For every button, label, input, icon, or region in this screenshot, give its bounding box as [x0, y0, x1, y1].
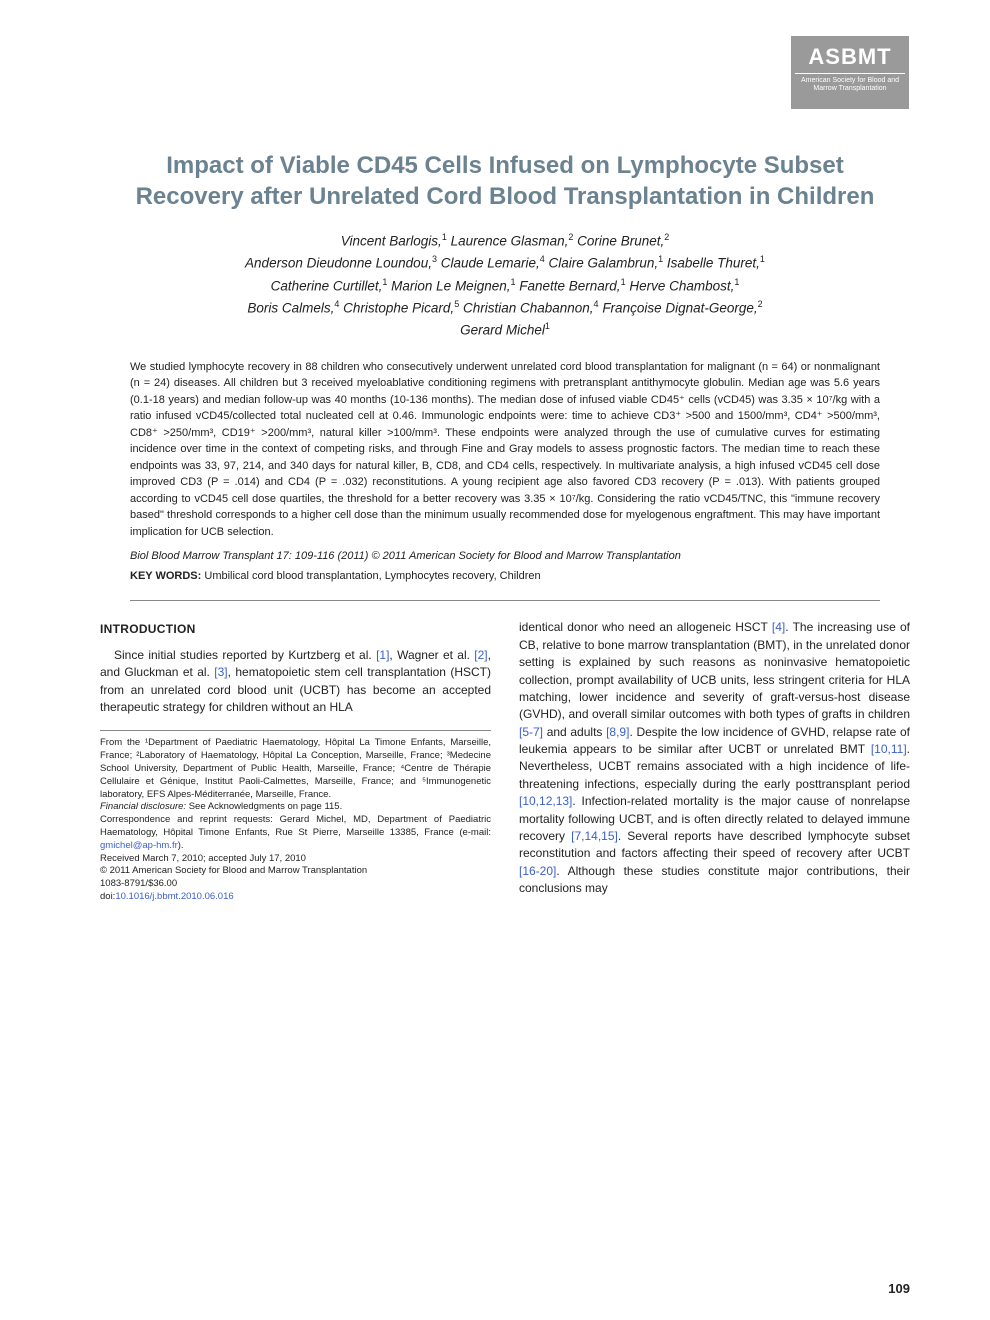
left-column: INTRODUCTION Since initial studies repor…: [100, 619, 491, 904]
disclosure-text: See Acknowledgments on page 115.: [186, 801, 342, 812]
keywords-label: KEY WORDS:: [130, 570, 201, 582]
footnotes-block: From the ¹Department of Paediatric Haema…: [100, 730, 491, 904]
correspondence: Correspondence and reprint requests: Ger…: [100, 814, 491, 852]
citation-line: Biol Blood Marrow Transplant 17: 109-116…: [130, 550, 880, 562]
corr-email-link[interactable]: gmichel@ap-hm.fr: [100, 840, 178, 851]
logo-sub-text: American Society for Blood and Marrow Tr…: [795, 77, 905, 94]
logo-main-text: ASBMT: [795, 44, 905, 74]
keywords-text: Umbilical cord blood transplantation, Ly…: [204, 570, 540, 582]
article-title: Impact of Viable CD45 Cells Infused on L…: [100, 150, 910, 212]
financial-disclosure: Financial disclosure: See Acknowledgment…: [100, 801, 491, 814]
copyright-line: © 2011 American Society for Blood and Ma…: [100, 865, 491, 878]
divider-rule: [130, 600, 880, 601]
doi-link[interactable]: 10.1016/j.bbmt.2010.06.016: [115, 891, 233, 902]
disclosure-label: Financial disclosure:: [100, 801, 186, 812]
received-dates: Received March 7, 2010; accepted July 17…: [100, 853, 491, 866]
corr-text: Correspondence and reprint requests: Ger…: [100, 814, 491, 838]
intro-paragraph-left: Since initial studies reported by Kurtzb…: [100, 647, 491, 717]
abstract-text: We studied lymphocyte recovery in 88 chi…: [130, 359, 880, 541]
keywords-line: KEY WORDS: Umbilical cord blood transpla…: [130, 570, 880, 582]
intro-paragraph-right: identical donor who need an allogeneic H…: [519, 619, 910, 897]
doi-label: doi:: [100, 891, 115, 902]
right-column: identical donor who need an allogeneic H…: [519, 619, 910, 904]
corr-after: ).: [178, 840, 184, 851]
doi-line: doi:10.1016/j.bbmt.2010.06.016: [100, 891, 491, 904]
asbmt-logo: ASBMT American Society for Blood and Mar…: [790, 35, 910, 110]
author-list: Vincent Barlogis,1 Laurence Glasman,2 Co…: [100, 230, 910, 340]
affiliations: From the ¹Department of Paediatric Haema…: [100, 737, 491, 801]
section-heading-introduction: INTRODUCTION: [100, 621, 491, 638]
journal-page: ASBMT American Society for Blood and Mar…: [0, 0, 990, 1320]
issn-line: 1083-8791/$36.00: [100, 878, 491, 891]
two-column-body: INTRODUCTION Since initial studies repor…: [100, 619, 910, 904]
page-number: 109: [888, 1281, 910, 1296]
